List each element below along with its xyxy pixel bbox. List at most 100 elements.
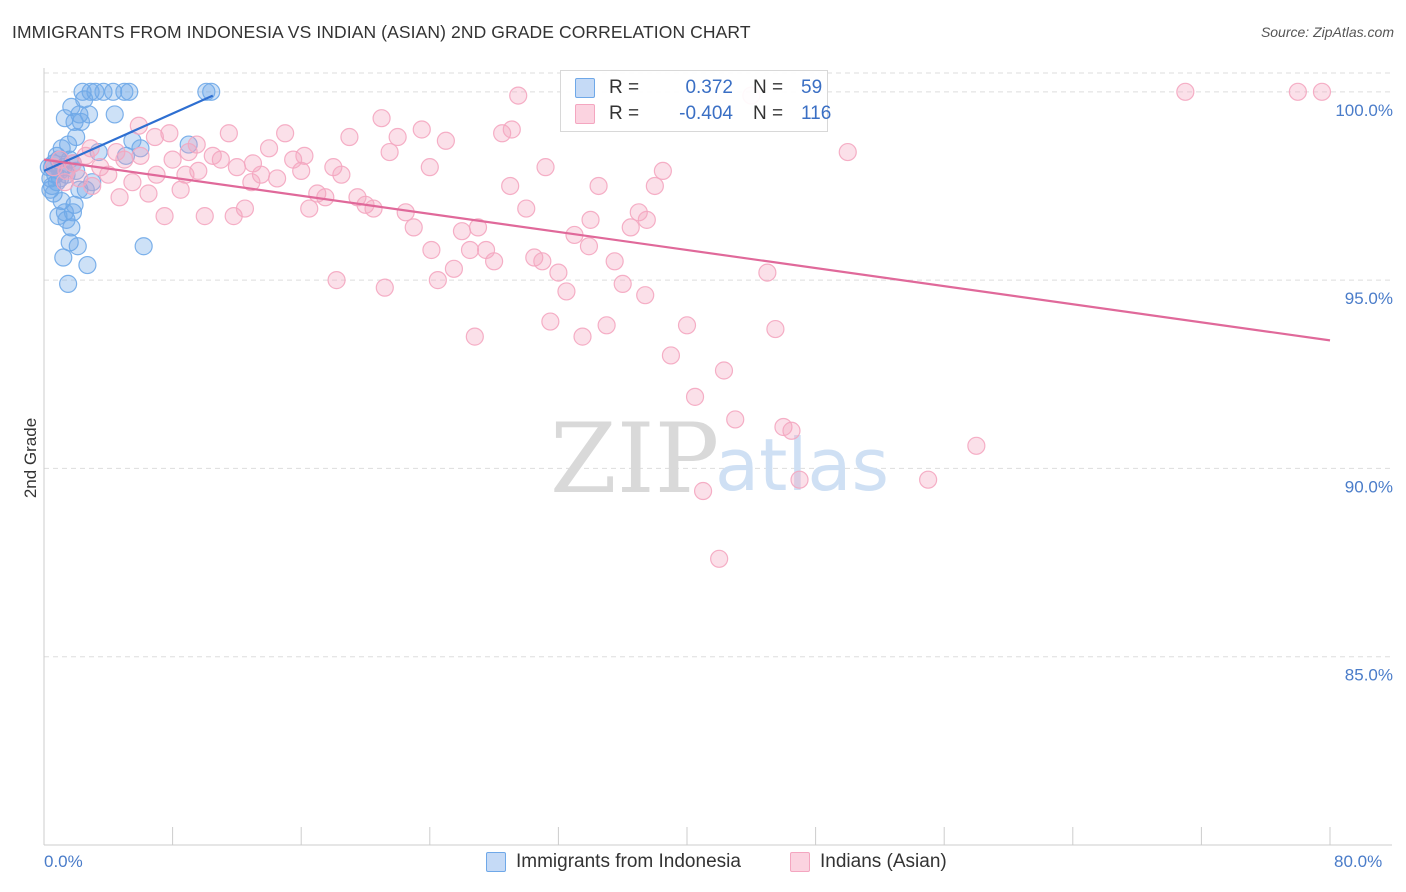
point-indians: [452, 222, 472, 241]
trend-line-indians: [43, 158, 1331, 342]
point-indians: [163, 150, 182, 169]
legend-r-label: R =: [609, 103, 640, 124]
point-indians: [187, 135, 206, 154]
point-indians: [332, 165, 351, 184]
point-indians: [774, 417, 793, 437]
legend-r-label: R =: [609, 77, 640, 98]
point-indians: [597, 316, 616, 335]
point-indians: [557, 282, 576, 301]
point-indonesia: [59, 274, 78, 293]
point-indians: [1176, 82, 1195, 101]
point-indians: [195, 207, 214, 226]
point-indonesia: [60, 233, 79, 252]
point-indonesia: [55, 203, 74, 222]
point-indians: [579, 237, 599, 256]
bottom-legend-label-indians: Indians (Asian): [820, 851, 947, 872]
point-indians: [685, 387, 705, 406]
x-tick-label-min: 0.0%: [44, 852, 83, 871]
point-indians: [549, 263, 568, 282]
y-tick-label: 85.0%: [1345, 666, 1393, 685]
bottom-legend-indonesia[interactable]: Immigrants from Indonesia: [486, 851, 741, 873]
point-indonesia: [62, 218, 81, 237]
point-indonesia: [120, 82, 139, 101]
point-indonesia: [79, 105, 99, 124]
point-indians: [677, 316, 697, 335]
axes: [43, 68, 1392, 846]
legend-n-label: N =: [753, 103, 784, 124]
point-indians: [573, 327, 592, 346]
legend-row-indians: R = -0.404 N = 116: [575, 101, 831, 127]
watermark-atlas: atlas: [715, 423, 889, 507]
point-indians: [838, 142, 857, 162]
point-indians: [581, 210, 600, 229]
point-indians: [145, 127, 165, 147]
point-indians: [404, 218, 423, 237]
point-indonesia: [202, 82, 221, 101]
legend-n-value-indonesia: 59: [801, 77, 823, 98]
legend-r-value-indians: -0.404: [679, 103, 733, 124]
point-indians: [110, 188, 129, 207]
point-indians: [375, 278, 394, 297]
point-indians: [653, 161, 672, 181]
point-indians: [99, 165, 118, 184]
point-indians: [919, 470, 938, 489]
point-indians: [171, 180, 190, 199]
y-axis-label: 2nd Grade: [21, 418, 40, 498]
point-indians: [501, 176, 520, 196]
watermark-zip: ZIP: [550, 403, 719, 515]
point-indians: [295, 146, 314, 165]
point-indians: [428, 271, 447, 290]
point-indians: [790, 470, 809, 489]
point-indians: [83, 176, 102, 196]
point-indians: [758, 263, 777, 282]
legend-r-value-indonesia: 0.372: [685, 77, 733, 98]
point-indians: [710, 549, 729, 568]
point-indians: [300, 199, 319, 218]
point-indians: [412, 120, 431, 139]
point-indians: [55, 173, 74, 192]
point-indians: [637, 210, 656, 229]
point-indians: [613, 274, 632, 293]
point-indians: [621, 218, 640, 237]
point-indians: [693, 481, 713, 501]
point-indians: [211, 150, 230, 169]
point-indians: [123, 173, 142, 192]
bottom-legend-swatch-indonesia: [486, 852, 506, 872]
bottom-legend-swatch-indians: [790, 852, 810, 872]
point-indians: [967, 436, 986, 455]
point-indians: [605, 252, 624, 271]
point-indians: [533, 252, 552, 271]
source-label: Source: ZipAtlas.com: [1260, 24, 1394, 40]
legend-n-label: N =: [753, 77, 784, 98]
point-indians: [1312, 82, 1332, 101]
point-indians: [502, 120, 521, 139]
point-indians: [219, 124, 238, 143]
correlation-legend: R = 0.372 N = 59 R = -0.404 N = 116: [560, 70, 831, 132]
trend-line-indonesia: [43, 94, 214, 172]
point-indians: [541, 312, 560, 331]
point-indians: [292, 161, 311, 181]
point-indians: [465, 327, 484, 346]
point-indonesia: [105, 105, 124, 124]
point-indians: [267, 169, 287, 188]
point-indians: [436, 131, 455, 150]
point-indians: [115, 150, 134, 169]
point-indians: [766, 319, 785, 339]
point-indians: [1288, 82, 1307, 101]
point-indians: [227, 158, 246, 177]
point-indians: [726, 410, 745, 429]
point-indians: [536, 158, 555, 177]
bottom-legend-label-indonesia: Immigrants from Indonesia: [516, 851, 741, 872]
point-indians: [327, 271, 346, 290]
x-tick-label-max: 80.0%: [1334, 852, 1383, 871]
bottom-legend-indians[interactable]: Indians (Asian): [790, 851, 947, 873]
point-indonesia: [65, 195, 84, 214]
point-indians: [420, 158, 439, 177]
point-indians: [636, 286, 655, 305]
point-indians: [509, 86, 528, 105]
point-indonesia: [115, 82, 134, 101]
point-indians: [364, 199, 383, 218]
y-tick-label: 90.0%: [1345, 477, 1393, 496]
point-indonesia: [134, 237, 153, 256]
point-indonesia: [78, 255, 97, 275]
